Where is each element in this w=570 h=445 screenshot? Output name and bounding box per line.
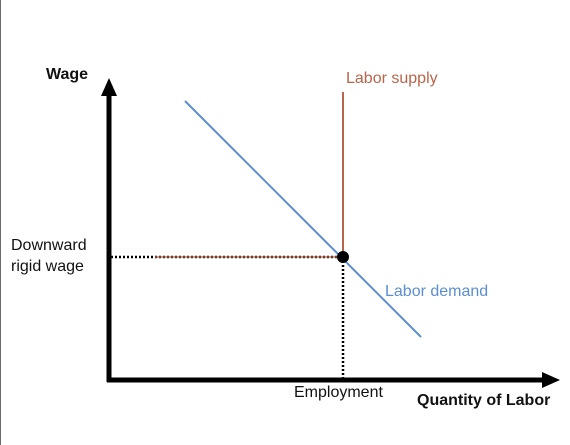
labor-supply-label: Labor supply [346, 68, 438, 89]
y-axis-arrowhead [101, 78, 117, 96]
rigid-wage-label-line1: Downward [11, 235, 87, 256]
employment-label: Employment [294, 382, 383, 403]
equilibrium-point [337, 251, 349, 263]
x-axis-arrowhead [542, 372, 560, 388]
y-axis-label: Wage [46, 64, 88, 85]
labor-demand-label: Labor demand [385, 281, 488, 302]
rigid-wage-label-line2: rigid wage [11, 256, 84, 277]
x-axis-label: Quantity of Labor [417, 390, 550, 411]
